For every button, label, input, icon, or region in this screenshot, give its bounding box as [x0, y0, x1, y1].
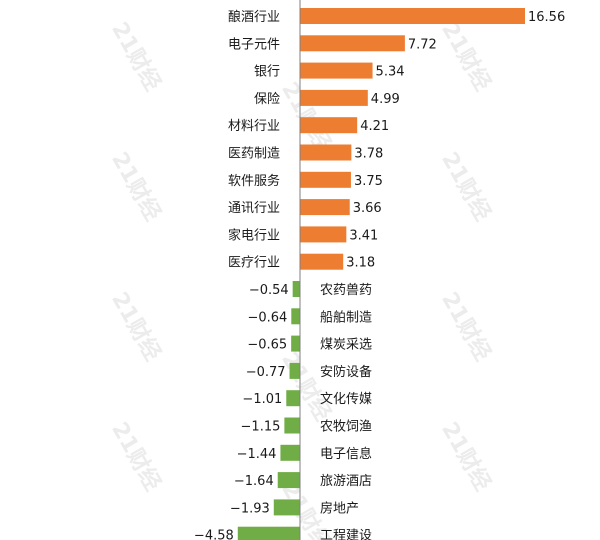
bar [284, 417, 301, 434]
category-label: 软件服务 [228, 173, 280, 189]
category-label: 煤炭采选 [320, 338, 372, 353]
bar [280, 444, 300, 461]
value-label: −1.01 [242, 392, 282, 407]
watermark-text: 21财经 [276, 348, 336, 426]
bar [300, 144, 352, 161]
bar [237, 526, 300, 540]
value-label: 3.66 [353, 201, 382, 216]
bar [289, 362, 300, 379]
bars [237, 8, 525, 540]
bar [277, 472, 300, 489]
value-label: 7.72 [408, 37, 437, 52]
watermark-text: 21财经 [276, 78, 336, 156]
category-label: 房地产 [320, 500, 359, 516]
category-label: 旅游酒店 [320, 474, 372, 489]
value-label: −0.54 [249, 283, 289, 298]
value-label: −1.44 [237, 447, 277, 462]
value-label: 3.75 [354, 174, 383, 189]
bar [300, 199, 350, 216]
category-label: 农牧饲渔 [320, 420, 372, 435]
watermark-text: 21财经 [106, 148, 166, 226]
watermark-text: 21财经 [436, 288, 496, 366]
watermark-text: 21财经 [106, 418, 166, 496]
category-label: 通讯行业 [228, 201, 280, 216]
value-label: −1.64 [234, 474, 274, 489]
value-label: 4.21 [360, 119, 389, 134]
value-label: 3.78 [354, 147, 383, 162]
category-label: 安防设备 [320, 364, 372, 380]
bar [300, 226, 347, 243]
category-label: 银行 [254, 65, 280, 80]
value-label: 3.41 [349, 228, 378, 243]
bar [300, 253, 344, 270]
watermark-text: 21财经 [106, 288, 166, 366]
value-label: −0.77 [246, 365, 286, 380]
bar [300, 89, 368, 106]
watermark-text: 21财经 [436, 148, 496, 226]
category-label: 医疗行业 [228, 256, 280, 271]
watermark-text: 21财经 [106, 18, 166, 96]
category-label: 家电行业 [228, 227, 280, 243]
watermark-text: 21财经 [436, 18, 496, 96]
value-label: 16.56 [528, 10, 565, 25]
category-label: 文化传媒 [320, 392, 372, 407]
category-label: 船舶制造 [320, 309, 372, 325]
bar [300, 35, 405, 52]
category-label: 保险 [254, 92, 280, 107]
bar [300, 8, 525, 24]
watermark-text: 21财经 [436, 418, 496, 496]
category-label: 农药兽药 [320, 283, 372, 298]
value-label: 5.34 [376, 65, 405, 80]
value-label: 4.99 [371, 92, 400, 107]
bar [273, 499, 300, 516]
value-label: −4.58 [194, 529, 234, 540]
value-label: −1.93 [230, 501, 270, 516]
bar [292, 281, 300, 297]
bar [291, 308, 300, 325]
value-label: 3.18 [346, 256, 375, 271]
bar [300, 171, 351, 188]
bar [286, 390, 300, 407]
bar [300, 62, 373, 79]
category-label: 酿酒行业 [228, 9, 280, 25]
category-label: 电子元件 [228, 37, 280, 52]
value-label: −0.64 [247, 310, 287, 325]
value-label: −0.65 [247, 338, 287, 353]
category-label: 医药制造 [228, 147, 280, 162]
bar [300, 117, 358, 134]
labels: 酿酒行业 16.56 电子元件 7.72 银行 5.34 保险 4.99 材料行业 4.21 医药制… [194, 9, 565, 540]
value-label: −1.15 [241, 420, 281, 435]
bar [291, 335, 300, 352]
category-label: 工程建设 [320, 529, 372, 540]
category-label: 电子信息 [320, 446, 372, 462]
category-label: 材料行业 [228, 119, 280, 134]
